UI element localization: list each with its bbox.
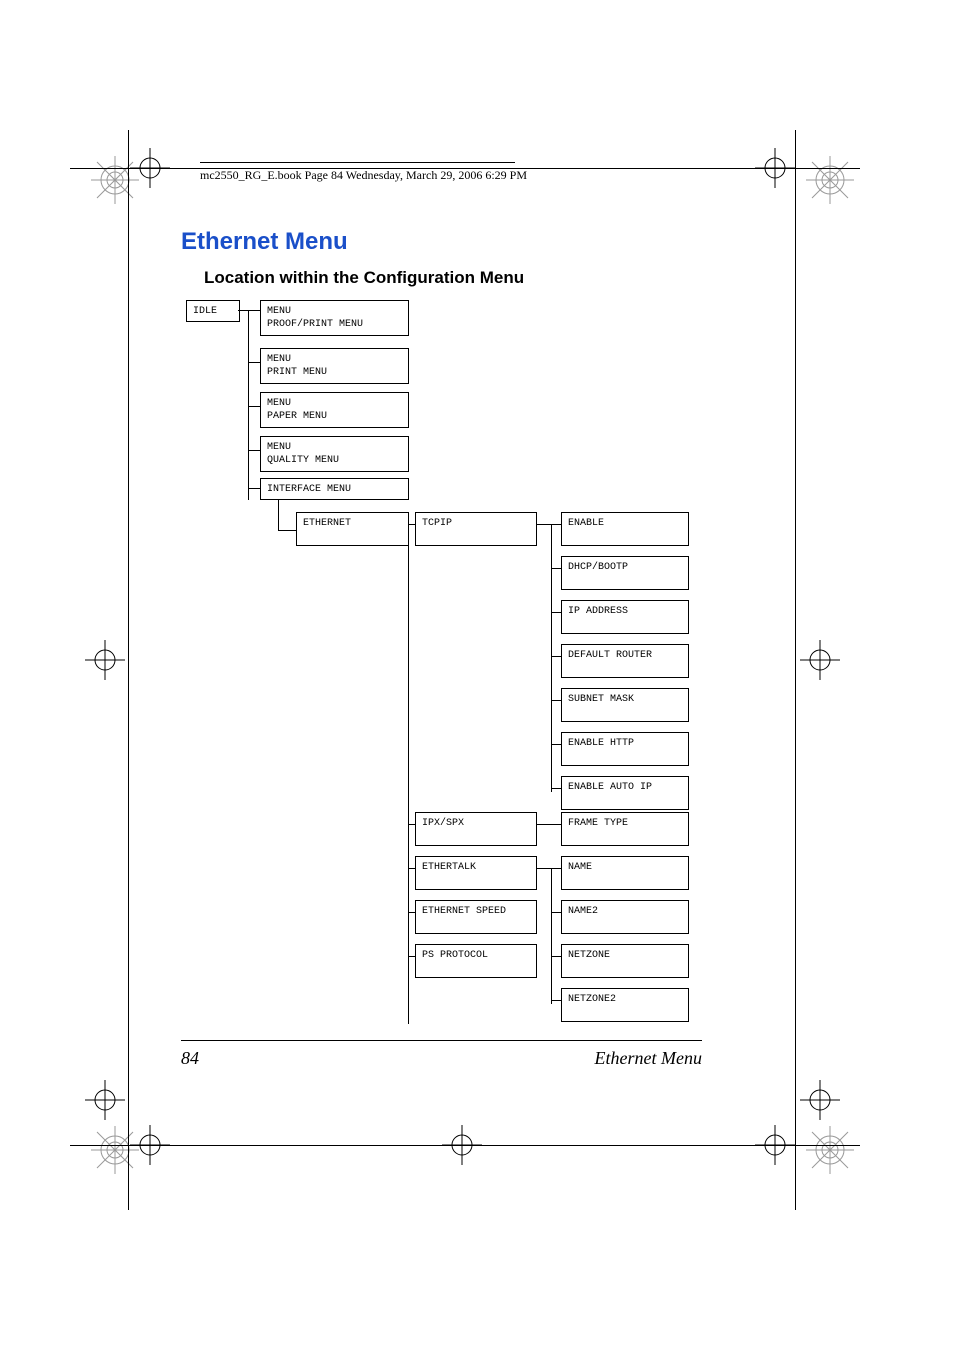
tcpip-item-box: DHCP/BOOTP xyxy=(561,556,689,590)
ethertalk-box: ETHERTALK xyxy=(415,856,537,890)
connector xyxy=(551,868,561,869)
connector xyxy=(248,362,260,363)
reg-crosshair xyxy=(130,1125,170,1170)
connector xyxy=(248,450,260,451)
ipxspx-box: IPX/SPX xyxy=(415,812,537,846)
connector xyxy=(278,500,279,530)
connector xyxy=(551,868,552,1004)
tcpip-item-box: ENABLE HTTP xyxy=(561,732,689,766)
page-subtitle: Location within the Configuration Menu xyxy=(204,268,524,288)
menu-line1: MENU xyxy=(267,442,291,453)
reg-crosshair xyxy=(755,1125,795,1170)
footer-page-number: 84 xyxy=(181,1048,199,1069)
connector xyxy=(551,524,561,525)
connector xyxy=(248,488,260,489)
menu-line2: PROOF/PRINT MENU xyxy=(267,319,363,330)
connector xyxy=(278,530,296,531)
menu-line2: PRINT MENU xyxy=(267,367,327,378)
tcpip-item-box: ENABLE AUTO IP xyxy=(561,776,689,810)
connector xyxy=(551,524,552,792)
tcpip-item-box: SUBNET MASK xyxy=(561,688,689,722)
connector xyxy=(551,1000,561,1001)
ethertalk-item-box: NETZONE xyxy=(561,944,689,978)
ethernet-speed-box: ETHERNET SPEED xyxy=(415,900,537,934)
corner-mark xyxy=(800,150,860,210)
ethertalk-item-box: NETZONE2 xyxy=(561,988,689,1022)
connector xyxy=(408,524,409,1024)
menu-line2: PAPER MENU xyxy=(267,411,327,422)
ps-protocol-box: PS PROTOCOL xyxy=(415,944,537,978)
connector xyxy=(248,406,260,407)
connector xyxy=(248,310,249,500)
menu-line1: MENU xyxy=(267,354,291,365)
connector xyxy=(551,956,561,957)
menu-line1: MENU xyxy=(267,306,291,317)
crop-line xyxy=(795,130,796,1210)
crop-line xyxy=(70,1145,860,1146)
connector xyxy=(551,568,561,569)
connector xyxy=(551,788,561,789)
connector xyxy=(238,310,260,311)
tcpip-item-box: IP ADDRESS xyxy=(561,600,689,634)
reg-crosshair xyxy=(755,148,795,193)
reg-crosshair xyxy=(130,148,170,193)
header-rule xyxy=(200,162,515,163)
footer-section: Ethernet Menu xyxy=(595,1048,702,1069)
idle-box: IDLE xyxy=(186,300,240,322)
footer-rule xyxy=(181,1040,702,1041)
menu-box: MENU QUALITY MENU xyxy=(260,436,409,472)
menu-box: MENU PRINT MENU xyxy=(260,348,409,384)
tcpip-box: TCPIP xyxy=(415,512,537,546)
connector xyxy=(551,700,561,701)
crop-line xyxy=(128,130,129,1210)
interface-menu-box: INTERFACE MENU xyxy=(260,478,409,500)
ipx-item-box: FRAME TYPE xyxy=(561,812,689,846)
reg-crosshair xyxy=(85,640,125,685)
connector xyxy=(536,824,561,825)
reg-crosshair xyxy=(85,1080,125,1125)
menu-box: MENU PAPER MENU xyxy=(260,392,409,428)
connector xyxy=(551,912,561,913)
menu-line2: QUALITY MENU xyxy=(267,455,339,466)
corner-mark xyxy=(800,1120,860,1180)
ethernet-box: ETHERNET xyxy=(296,512,409,546)
page-title: Ethernet Menu xyxy=(181,228,348,256)
connector xyxy=(536,524,551,525)
ethertalk-item-box: NAME2 xyxy=(561,900,689,934)
connector xyxy=(551,744,561,745)
header-text: mc2550_RG_E.book Page 84 Wednesday, Marc… xyxy=(200,168,527,183)
reg-crosshair xyxy=(442,1125,482,1170)
menu-line1: MENU xyxy=(267,398,291,409)
connector xyxy=(551,612,561,613)
reg-crosshair xyxy=(800,1080,840,1125)
connector xyxy=(551,656,561,657)
reg-crosshair xyxy=(800,640,840,685)
connector xyxy=(536,868,551,869)
menu-box: MENU PROOF/PRINT MENU xyxy=(260,300,409,336)
ethertalk-item-box: NAME xyxy=(561,856,689,890)
tcpip-item-box: DEFAULT ROUTER xyxy=(561,644,689,678)
tcpip-item-box: ENABLE xyxy=(561,512,689,546)
